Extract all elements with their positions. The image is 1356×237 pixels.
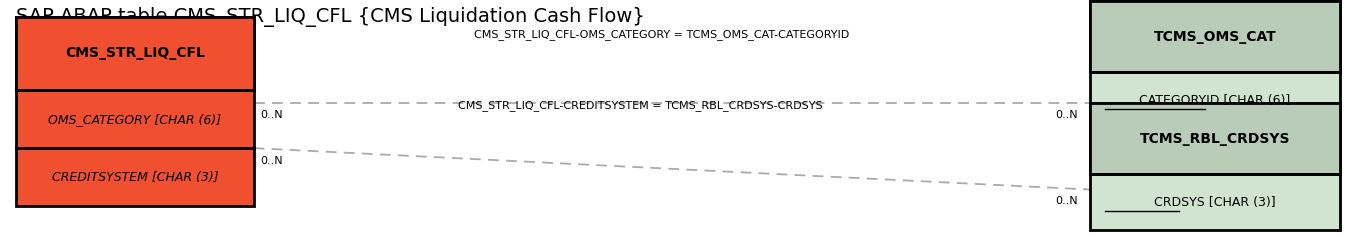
Text: 0..N: 0..N xyxy=(260,110,283,120)
Text: TCMS_RBL_CRDSYS: TCMS_RBL_CRDSYS xyxy=(1140,132,1290,146)
Text: CRDSYS [CHAR (3)]: CRDSYS [CHAR (3)] xyxy=(1154,196,1276,209)
Text: CMS_STR_LIQ_CFL: CMS_STR_LIQ_CFL xyxy=(65,46,205,60)
FancyBboxPatch shape xyxy=(16,17,254,206)
Text: TCMS_OMS_CAT: TCMS_OMS_CAT xyxy=(1154,30,1276,44)
FancyBboxPatch shape xyxy=(1090,103,1340,230)
Text: 0..N: 0..N xyxy=(260,156,283,166)
Text: 0..N: 0..N xyxy=(1055,110,1078,120)
Text: CMS_STR_LIQ_CFL-CREDITSYSTEM = TCMS_RBL_CRDSYS-CRDSYS: CMS_STR_LIQ_CFL-CREDITSYSTEM = TCMS_RBL_… xyxy=(458,100,822,111)
FancyBboxPatch shape xyxy=(1090,103,1340,174)
FancyBboxPatch shape xyxy=(1090,1,1340,128)
Text: CMS_STR_LIQ_CFL-OMS_CATEGORY = TCMS_OMS_CAT-CATEGORYID: CMS_STR_LIQ_CFL-OMS_CATEGORY = TCMS_OMS_… xyxy=(475,29,849,40)
Text: CATEGORYID [CHAR (6)]: CATEGORYID [CHAR (6)] xyxy=(1139,94,1291,107)
Text: SAP ABAP table CMS_STR_LIQ_CFL {CMS Liquidation Cash Flow}: SAP ABAP table CMS_STR_LIQ_CFL {CMS Liqu… xyxy=(16,7,645,27)
Text: 0..N: 0..N xyxy=(1055,196,1078,206)
Text: CREDITSYSTEM [CHAR (3)]: CREDITSYSTEM [CHAR (3)] xyxy=(52,171,218,184)
FancyBboxPatch shape xyxy=(16,17,254,90)
FancyBboxPatch shape xyxy=(1090,1,1340,72)
Text: OMS_CATEGORY [CHAR (6)]: OMS_CATEGORY [CHAR (6)] xyxy=(49,113,221,126)
